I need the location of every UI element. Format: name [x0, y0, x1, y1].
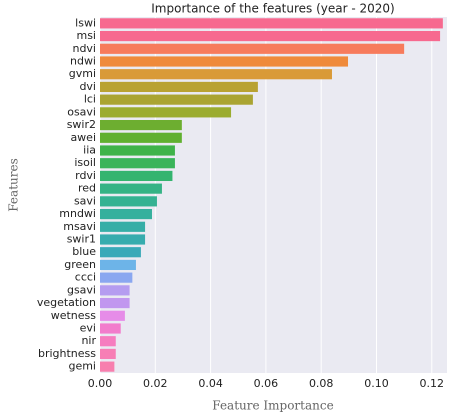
y-tick-label: msavi [63, 220, 96, 233]
x-tick-label: 0.12 [420, 377, 445, 390]
y-tick-label: gemi [68, 360, 96, 373]
chart-title: Importance of the features (year - 2020) [151, 2, 395, 16]
y-axis-title: Features [7, 158, 21, 211]
y-tick-label: osavi [67, 105, 96, 118]
y-tick-label: swir1 [67, 233, 96, 246]
bar [100, 336, 116, 347]
y-tick-label: rdvi [75, 169, 96, 182]
bar [100, 285, 130, 296]
y-tick-label: green [64, 258, 96, 271]
y-tick-label: savi [74, 194, 96, 207]
bar [100, 158, 175, 169]
y-tick-label: nir [81, 334, 96, 347]
bar [100, 247, 141, 258]
bar [100, 18, 443, 29]
y-tick-label: msi [76, 29, 96, 42]
bar [100, 170, 173, 182]
bar [100, 69, 332, 80]
bar [100, 107, 232, 118]
bar [100, 272, 133, 283]
y-tick-label: lswi [75, 16, 96, 29]
bar [100, 145, 175, 156]
x-tick-label: 0.00 [88, 377, 113, 390]
x-tick-label: 0.02 [143, 377, 168, 390]
y-tick-label: wetness [51, 309, 97, 322]
y-tick-label: ndvi [72, 42, 96, 55]
bar [100, 119, 182, 131]
y-tick-label: dvi [79, 80, 96, 93]
y-tick-label: lci [84, 93, 96, 106]
bar [100, 361, 115, 372]
bar [100, 132, 182, 143]
bar [100, 94, 253, 105]
y-tick-label: gsavi [67, 283, 96, 296]
bar [100, 234, 146, 245]
y-tick-label: iia [83, 144, 96, 157]
y-tick-label: ccci [75, 271, 96, 284]
bars [100, 18, 443, 372]
y-tick-label: vegetation [37, 296, 96, 309]
x-axis-title: Feature Importance [212, 399, 333, 413]
bar [100, 310, 125, 321]
x-tick-label: 0.10 [364, 377, 389, 390]
y-tick-label: ndwi [70, 55, 96, 68]
y-tick-label: evi [80, 322, 96, 335]
bar [100, 56, 349, 67]
y-tick-label: swir2 [67, 118, 96, 131]
bar [100, 196, 157, 207]
x-tick-label: 0.04 [198, 377, 223, 390]
x-tick-label: 0.08 [309, 377, 334, 390]
y-tick-label: gvmi [69, 67, 96, 80]
bar [100, 183, 162, 194]
bar [100, 259, 136, 271]
bar [100, 43, 405, 54]
y-tick-label: isoil [74, 156, 96, 169]
bar [100, 208, 152, 220]
bar [100, 323, 121, 334]
bar [100, 221, 146, 232]
y-tick-label: brightness [38, 347, 96, 360]
bar [100, 297, 130, 309]
y-tick-label: blue [72, 245, 96, 258]
y-tick-label: awei [70, 131, 96, 144]
x-tick-label: 0.06 [254, 377, 279, 390]
y-tick-label: mndwi [59, 207, 96, 220]
bar [100, 30, 441, 42]
y-tick-label: red [78, 182, 96, 195]
bar [100, 81, 258, 93]
bar [100, 348, 116, 360]
